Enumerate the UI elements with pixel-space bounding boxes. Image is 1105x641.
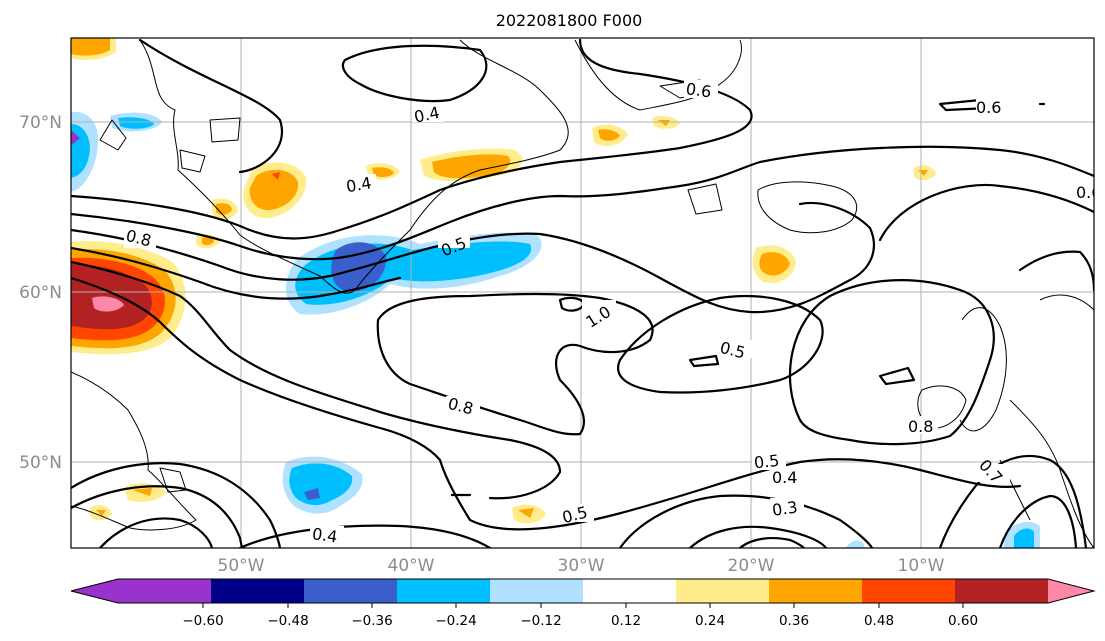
lon-label-40w: 40°W <box>388 556 435 576</box>
lon-label-10w: 10°W <box>898 556 945 576</box>
colorbar-tick-label: −0.36 <box>351 613 392 629</box>
lat-label-50n: 50°N <box>19 453 62 473</box>
contour-label: 0.4 <box>311 524 339 546</box>
longitude-labels: 50°W 40°W 30°W 20°W 10°W <box>218 556 945 576</box>
colorbar-segment <box>676 579 770 603</box>
lat-label-70n: 70°N <box>19 113 62 133</box>
contour-label: 0.6 <box>685 79 713 101</box>
map-title: 2022081800 F000 <box>496 11 643 30</box>
lon-label-20w: 20°W <box>728 556 775 576</box>
graticule <box>71 38 1094 548</box>
colorbar-tick-label: 0.24 <box>695 613 725 629</box>
colorbar: −0.60 −0.48 −0.36 −0.24 −0.12 0.12 0.24 … <box>70 578 1096 629</box>
contour-label: 0.6 <box>976 98 1001 117</box>
colorbar-ticks: −0.60 −0.48 −0.36 −0.24 −0.12 0.12 0.24 … <box>182 603 978 629</box>
colorbar-tick-label: 0.60 <box>948 613 978 629</box>
colorbar-segment <box>955 579 1049 603</box>
lat-label-60n: 60°N <box>19 283 62 303</box>
colorbar-segment <box>769 579 863 603</box>
colorbar-extend-min <box>71 579 118 603</box>
colorbar-segment <box>862 579 956 603</box>
colorbar-segment <box>304 579 398 603</box>
coastlines <box>71 39 1094 548</box>
contour-label-group: 0.4 0.6 0.6 0.4 0.8 0.5 1.0 0.5 0.8 0.5 … <box>124 79 1101 547</box>
colorbar-segment <box>490 579 584 603</box>
contour-label: 0.4 <box>412 103 441 127</box>
contour-label: 0.5 <box>753 451 780 473</box>
colorbar-tick-label: −0.48 <box>267 613 308 629</box>
lon-label-30w: 30°W <box>558 556 605 576</box>
colorbar-segments <box>71 579 1094 603</box>
colorbar-tick-label: −0.12 <box>520 613 561 629</box>
contour-label: 0.6 <box>1076 183 1101 202</box>
colorbar-segment <box>118 579 212 603</box>
colorbar-extend-max <box>1048 579 1094 603</box>
contour-label: 0.3 <box>771 497 799 519</box>
colorbar-tick-label: −0.60 <box>182 613 223 629</box>
colorbar-segment <box>583 579 677 603</box>
contour-label: 0.4 <box>345 173 373 196</box>
colorbar-outline <box>70 578 1096 604</box>
colorbar-tick-label: −0.24 <box>435 613 476 629</box>
colorbar-tick-label: 0.48 <box>864 613 894 629</box>
colorbar-segment <box>211 579 305 603</box>
latitude-labels: 70°N 60°N 50°N <box>19 113 62 473</box>
map-panel: 0.4 0.6 0.6 0.4 0.8 0.5 1.0 0.5 0.8 0.5 … <box>71 38 1101 548</box>
colorbar-tick-label: 0.36 <box>779 613 809 629</box>
contour-label: 0.4 <box>772 468 797 487</box>
colorbar-segment <box>397 579 491 603</box>
map-frame <box>70 37 1095 549</box>
contour-label: 0.8 <box>908 417 933 436</box>
colorbar-tick-label: 0.12 <box>611 613 641 629</box>
lon-label-50w: 50°W <box>218 556 265 576</box>
